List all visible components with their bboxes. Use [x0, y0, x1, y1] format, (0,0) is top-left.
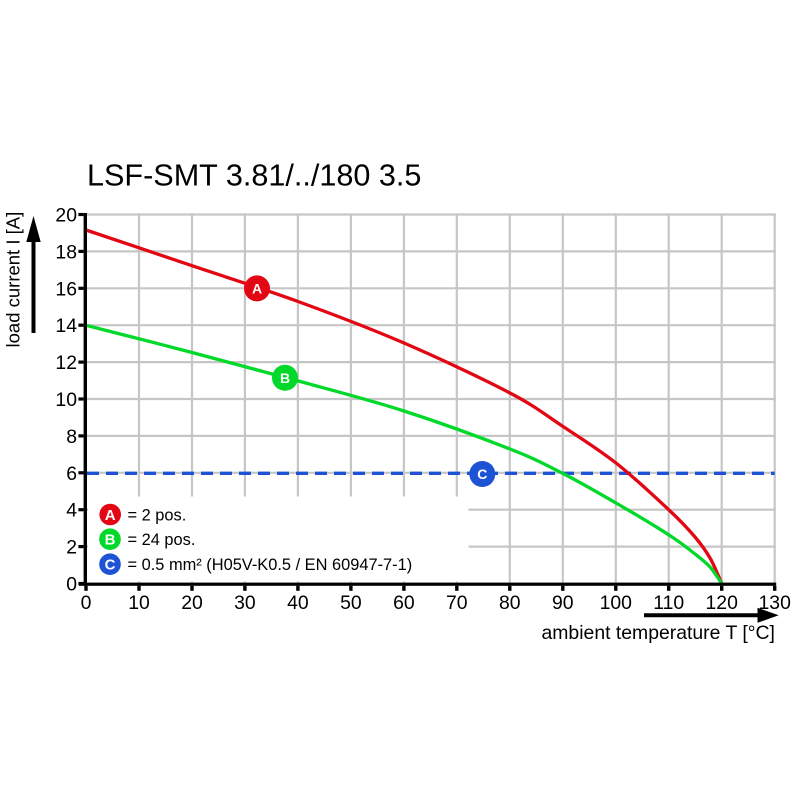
svg-text:= 24 pos.: = 24 pos.: [128, 531, 196, 549]
svg-text:A: A: [105, 507, 116, 524]
svg-text:60: 60: [393, 592, 415, 614]
svg-text:0: 0: [81, 592, 92, 614]
svg-text:= 0.5 mm² (H05V-K0.5 / EN 6094: = 0.5 mm² (H05V-K0.5 / EN 60947-7-1): [128, 556, 413, 574]
svg-text:130: 130: [759, 592, 792, 614]
svg-text:18: 18: [55, 241, 77, 263]
svg-text:100: 100: [600, 592, 633, 614]
svg-text:0: 0: [66, 574, 77, 596]
svg-text:40: 40: [287, 592, 309, 614]
svg-text:120: 120: [706, 592, 739, 614]
svg-text:80: 80: [499, 592, 521, 614]
svg-text:90: 90: [552, 592, 574, 614]
svg-text:4: 4: [66, 500, 77, 522]
svg-text:12: 12: [55, 352, 77, 374]
svg-text:20: 20: [55, 205, 77, 227]
svg-text:20: 20: [181, 592, 203, 614]
svg-text:B: B: [105, 532, 116, 549]
svg-text:10: 10: [55, 389, 77, 411]
svg-text:50: 50: [340, 592, 362, 614]
svg-text:8: 8: [66, 426, 77, 448]
svg-text:C: C: [477, 466, 487, 482]
svg-text:A: A: [252, 281, 262, 297]
svg-text:LSF-SMT 3.81/../180 3.5: LSF-SMT 3.81/../180 3.5: [87, 159, 421, 193]
svg-text:30: 30: [234, 592, 256, 614]
svg-text:= 2 pos.: = 2 pos.: [128, 506, 187, 524]
svg-text:14: 14: [55, 315, 77, 337]
svg-text:2: 2: [66, 537, 77, 559]
svg-text:6: 6: [66, 463, 77, 485]
svg-text:C: C: [105, 557, 116, 574]
svg-text:10: 10: [128, 592, 150, 614]
svg-text:ambient temperature T [°C]: ambient temperature T [°C]: [542, 622, 775, 644]
svg-text:110: 110: [653, 592, 684, 614]
svg-text:load current I [A]: load current I [A]: [3, 212, 24, 348]
svg-text:70: 70: [446, 592, 468, 614]
svg-text:B: B: [280, 370, 290, 386]
svg-text:16: 16: [55, 278, 77, 300]
